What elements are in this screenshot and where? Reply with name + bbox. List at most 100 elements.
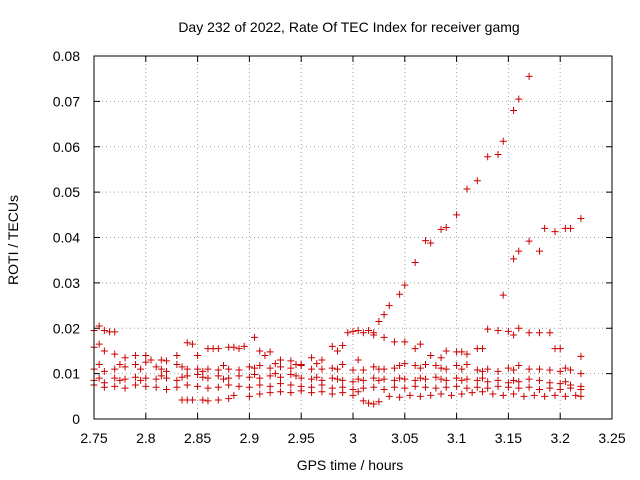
data-point	[437, 354, 445, 362]
data-point	[95, 322, 103, 330]
data-point	[261, 351, 269, 359]
data-point	[396, 290, 404, 298]
data-point	[204, 397, 212, 405]
data-point	[100, 383, 108, 391]
data-point	[204, 374, 212, 382]
data-point	[567, 384, 575, 392]
data-point	[484, 378, 492, 386]
data-point	[163, 374, 171, 382]
data-point	[370, 331, 378, 339]
data-point	[504, 383, 512, 391]
data-point	[556, 380, 564, 388]
data-point	[225, 395, 233, 403]
data-point	[142, 358, 150, 366]
data-point	[385, 392, 393, 400]
data-point	[422, 383, 430, 391]
data-point	[95, 374, 103, 382]
x-tick-label: 2.9	[240, 430, 260, 446]
data-point	[458, 376, 466, 384]
data-point	[318, 388, 326, 396]
data-point	[561, 364, 569, 372]
data-point	[567, 366, 575, 374]
data-point	[458, 390, 466, 398]
data-point	[535, 247, 543, 255]
data-point	[220, 361, 227, 369]
data-point	[152, 375, 160, 383]
data-point	[256, 381, 264, 389]
data-point	[422, 237, 430, 245]
series-middle-band	[90, 356, 585, 378]
data-point	[287, 371, 295, 379]
data-point	[525, 383, 533, 391]
data-point	[214, 345, 222, 353]
data-point	[411, 382, 419, 390]
data-point	[142, 351, 150, 359]
data-point	[100, 367, 108, 375]
y-tick-label: 0	[72, 411, 80, 427]
data-point	[515, 95, 523, 103]
data-point	[390, 376, 398, 384]
data-point	[339, 341, 347, 349]
y-tick-label: 0.07	[53, 93, 80, 109]
y-tick-label: 0.08	[53, 48, 80, 64]
data-point	[214, 396, 222, 404]
data-point	[530, 391, 538, 399]
y-axis-label: ROTI / TECUs	[5, 195, 21, 285]
data-point	[427, 351, 435, 359]
data-point	[515, 361, 523, 369]
data-point	[173, 351, 181, 359]
data-point	[147, 356, 155, 364]
x-tick-label: 2.85	[184, 430, 211, 446]
data-point	[95, 361, 103, 369]
data-point	[266, 372, 274, 380]
data-point	[256, 390, 264, 398]
data-point	[354, 375, 362, 383]
data-point	[308, 375, 316, 383]
x-tick-label: 3	[349, 430, 357, 446]
data-point	[359, 397, 367, 405]
data-point	[499, 391, 507, 399]
data-point	[473, 366, 481, 374]
data-point	[183, 365, 191, 373]
data-point	[515, 247, 523, 255]
data-point	[142, 382, 150, 390]
data-point	[339, 389, 347, 397]
data-point	[354, 356, 362, 364]
data-point	[116, 361, 124, 369]
data-point	[432, 361, 440, 369]
data-point	[385, 302, 393, 310]
x-axis-label: GPS time / hours	[297, 457, 404, 473]
data-point	[375, 376, 383, 384]
data-point	[328, 364, 336, 372]
data-point	[235, 382, 243, 390]
chart-title: Day 232 of 2022, Rate Of TEC Index for r…	[178, 19, 519, 35]
data-point	[484, 384, 492, 392]
data-point	[577, 392, 585, 400]
data-point	[422, 375, 430, 383]
series-floor-band	[178, 387, 585, 408]
data-point	[411, 345, 419, 353]
data-point	[111, 328, 119, 336]
data-point	[287, 364, 295, 372]
data-point	[266, 389, 274, 397]
data-point	[313, 373, 321, 381]
data-point	[245, 392, 253, 400]
data-point	[577, 352, 585, 360]
data-point	[188, 340, 196, 348]
plot-frame	[93, 55, 613, 420]
data-point	[230, 343, 238, 351]
data-point	[121, 375, 129, 383]
data-point	[194, 351, 202, 359]
x-tick-label: 2.75	[80, 430, 107, 446]
data-point	[504, 364, 512, 372]
data-point	[390, 338, 398, 346]
data-point	[390, 383, 398, 391]
data-point	[463, 361, 471, 369]
data-point	[240, 342, 248, 350]
data-point	[111, 365, 119, 373]
y-tick-label: 0.02	[53, 320, 80, 336]
series-upper-band	[90, 322, 585, 369]
series-secondary-arc	[499, 214, 585, 299]
data-point	[484, 325, 492, 333]
data-point	[173, 383, 181, 391]
